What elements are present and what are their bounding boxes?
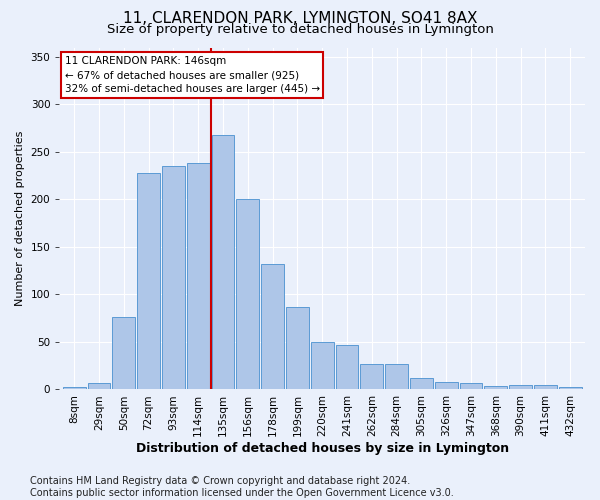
Bar	[534, 384, 557, 390]
Bar	[559, 386, 581, 390]
Bar	[410, 378, 433, 390]
Bar	[261, 264, 284, 390]
Bar	[212, 135, 235, 390]
Bar	[137, 173, 160, 390]
Bar	[435, 382, 458, 390]
Bar	[385, 364, 408, 390]
Bar	[286, 307, 309, 390]
Bar	[311, 342, 334, 390]
Bar	[460, 383, 482, 390]
Bar	[187, 164, 209, 390]
Y-axis label: Number of detached properties: Number of detached properties	[15, 131, 25, 306]
Text: Contains HM Land Registry data © Crown copyright and database right 2024.
Contai: Contains HM Land Registry data © Crown c…	[30, 476, 454, 498]
Text: 11, CLARENDON PARK, LYMINGTON, SO41 8AX: 11, CLARENDON PARK, LYMINGTON, SO41 8AX	[123, 11, 477, 26]
X-axis label: Distribution of detached houses by size in Lymington: Distribution of detached houses by size …	[136, 442, 509, 455]
Bar	[112, 318, 135, 390]
Bar	[509, 384, 532, 390]
Bar	[361, 364, 383, 390]
Text: Size of property relative to detached houses in Lymington: Size of property relative to detached ho…	[107, 22, 493, 36]
Bar	[162, 166, 185, 390]
Text: 11 CLARENDON PARK: 146sqm
← 67% of detached houses are smaller (925)
32% of semi: 11 CLARENDON PARK: 146sqm ← 67% of detac…	[65, 56, 320, 94]
Bar	[63, 386, 86, 390]
Bar	[88, 383, 110, 390]
Bar	[236, 200, 259, 390]
Bar	[335, 345, 358, 390]
Bar	[484, 386, 507, 390]
